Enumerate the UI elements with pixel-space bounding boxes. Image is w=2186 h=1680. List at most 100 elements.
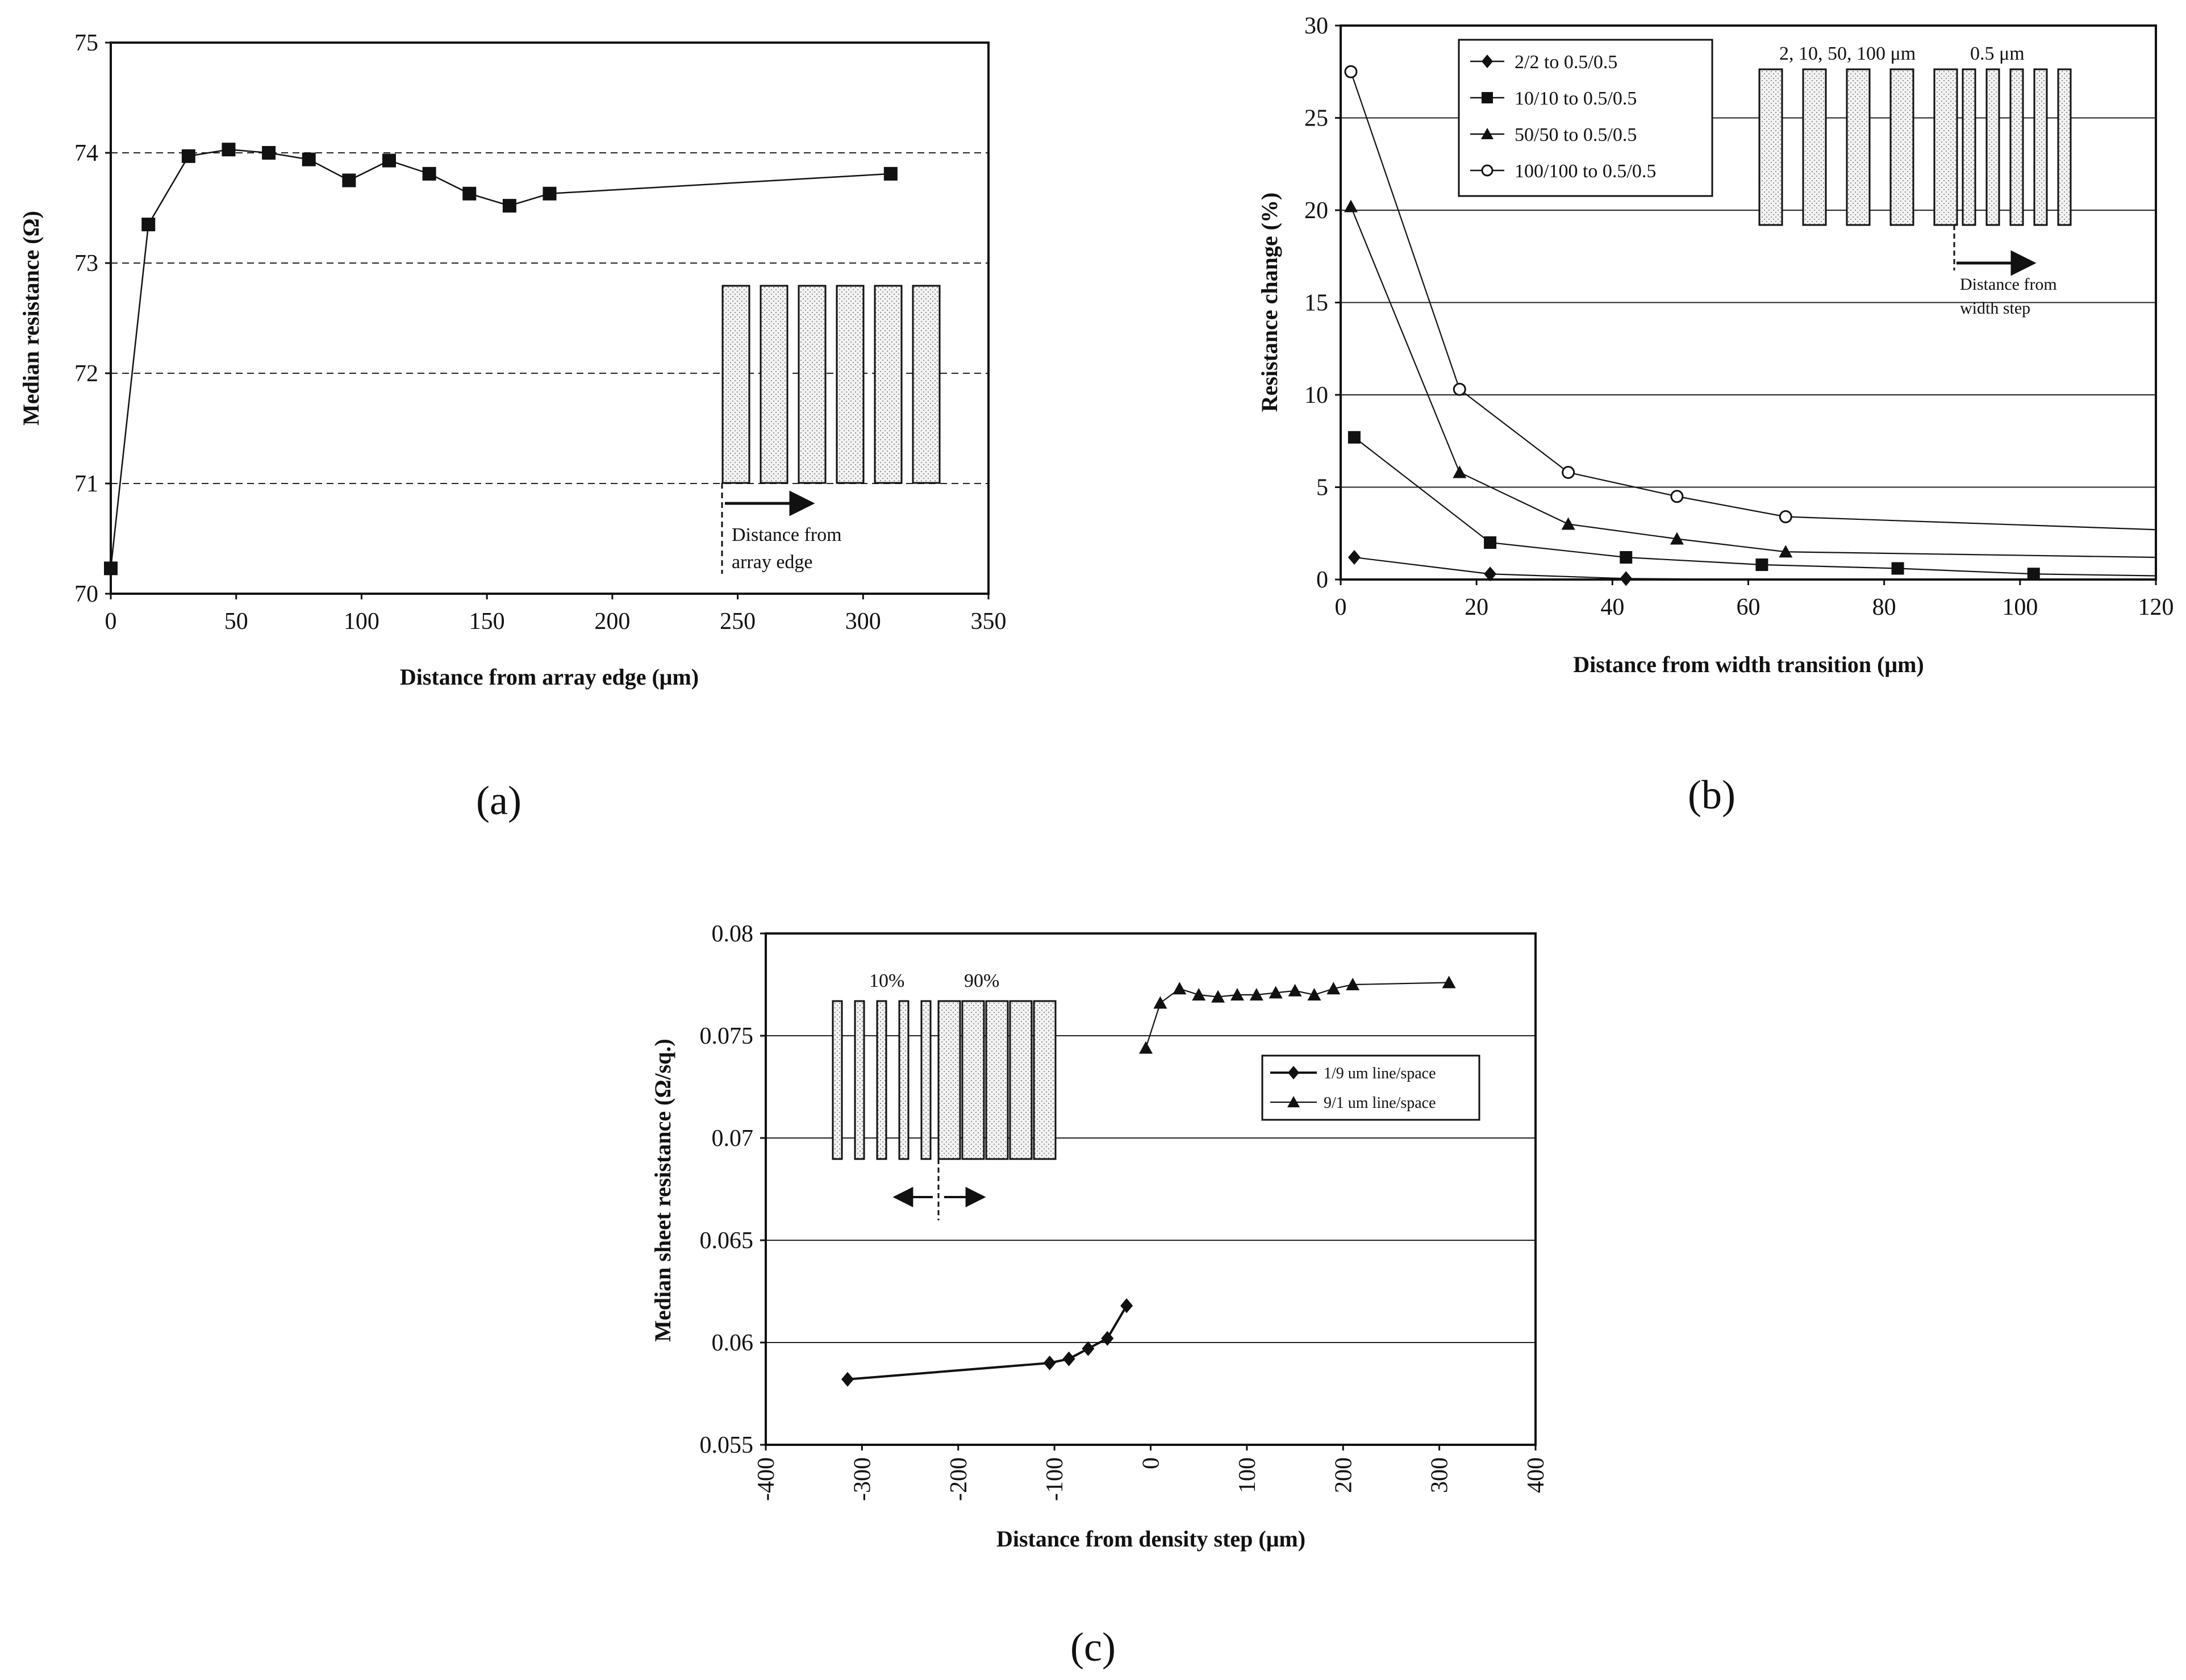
- chart-c-legend-marker: [1287, 1096, 1300, 1107]
- chart-c-series-line-0: [847, 1305, 1128, 1381]
- chart-a-inset-stripe: [721, 285, 750, 484]
- chart-b-data-point: [1348, 431, 1361, 444]
- chart-b-data-point: [1344, 65, 1358, 78]
- chart-a-data-point: [181, 149, 195, 163]
- chart-a-y-tick-label: 70: [74, 581, 98, 607]
- chart-c-x-tick-label: 300: [1427, 1457, 1453, 1493]
- chart-c-x-tick-label: -300: [849, 1457, 875, 1501]
- chart-a-data-point: [502, 199, 516, 213]
- chart-a-x-axis-title: Distance from array edge (μm): [400, 664, 699, 690]
- chart-b-y-tick-label: 15: [1304, 290, 1328, 316]
- chart-c-legend-box: [1261, 1054, 1480, 1121]
- chart-a-x-ticks: 0 50 100 150 200 250 300 350: [105, 594, 1007, 635]
- chart-b-x-tick-label: 80: [1872, 594, 1896, 620]
- chart-c-inset-stripe: [1009, 1000, 1033, 1160]
- chart-c-inset-stripe: [898, 1000, 910, 1160]
- chart-a-inset-caption-1: Distance from: [732, 524, 842, 545]
- chart-b-y-tick-label: 5: [1316, 475, 1328, 501]
- chart-b-inset-stripe: [1758, 68, 1783, 226]
- chart-b-legend-marker: [1482, 92, 1493, 103]
- chart-c-x-tick-label: -100: [1042, 1457, 1068, 1501]
- chart-b-inset-label-right: 0.5 μm: [1970, 43, 2025, 64]
- chart-c-y-tick-label: 0.07: [712, 1125, 754, 1152]
- chart-c-data-point: [1082, 1341, 1095, 1356]
- chart-c-x-tick-label: 0: [1138, 1457, 1165, 1469]
- chart-b-x-tick-label: 0: [1335, 594, 1347, 620]
- chart-a-plot-frame: [110, 41, 990, 595]
- chart-b-legend: 2/2 to 0.5/0.5 10/10 to 0.5/0.5 50/50 to 0…: [1458, 39, 1713, 197]
- chart-c-series: [841, 976, 1456, 1387]
- chart-b-inset-stripe: [2057, 68, 2072, 226]
- chart-c-x-tick-label: 400: [1523, 1457, 1549, 1493]
- chart-c: 0.055 0.06 0.065 0.07 0.075 0.08 -400 -300 -200…: [650, 921, 1549, 1670]
- chart-c-x-ticks: -400 -300 -200 -100 0 100 200 300 400: [753, 1445, 1549, 1501]
- chart-b-legend-marker: [1482, 55, 1493, 68]
- chart-a-x-tick-label: 100: [344, 608, 379, 635]
- chart-b-series-line-2: [1350, 206, 1786, 553]
- chart-c-x-tick-label: 200: [1330, 1457, 1357, 1493]
- chart-b-series-tail-0: [1626, 578, 1762, 581]
- chart-a-data-point: [342, 173, 356, 187]
- chart-a-inset-stripe: [760, 285, 789, 484]
- chart-b: 0 5 10 15 20 25 30 0 20 40 60 80 100 120 2, 10, 50, …: [1257, 13, 2174, 818]
- chart-a-inset-stripe: [874, 285, 903, 484]
- chart-c-data-point: [1288, 983, 1302, 997]
- chart-c-y-tick-label: 0.06: [712, 1330, 754, 1356]
- chart-c-grid: [766, 1035, 1536, 1343]
- chart-a-y-tick-label: 75: [74, 30, 98, 56]
- chart-c-y-tick-label: 0.075: [700, 1023, 754, 1049]
- chart-a-data-point: [262, 146, 276, 160]
- chart-b-data-point: [1484, 536, 1497, 549]
- chart-c-inset-stripe: [985, 1000, 1009, 1160]
- chart-c-inset-stripe: [876, 1000, 887, 1160]
- chart-b-inset-stripe: [2033, 68, 2048, 226]
- chart-c-x-axis-title: Distance from density step (μm): [996, 1526, 1305, 1552]
- chart-b-x-tick-label: 20: [1465, 594, 1488, 620]
- chart-b-series-tail-1: [2033, 573, 2156, 577]
- chart-a-data-point: [543, 186, 557, 201]
- chart-c-inset-label-left: 10%: [869, 970, 904, 991]
- chart-c-data-point: [1269, 986, 1283, 999]
- chart-c-data-point: [1307, 988, 1321, 1001]
- chart-a-inset: [721, 285, 941, 484]
- chart-c-data-point: [1346, 978, 1360, 990]
- chart-a-y-ticks: 70 71 72 73 74 75: [74, 30, 111, 607]
- chart-b-inset-stripe: [1933, 68, 1958, 226]
- chart-c-y-ticks: 0.055 0.06 0.065 0.07 0.075 0.08: [700, 921, 766, 1458]
- panel-label-a: (a): [476, 778, 522, 823]
- chart-c-data-point: [1139, 1041, 1153, 1054]
- chart-a-y-tick-label: 73: [74, 251, 98, 277]
- chart-a-x-tick-label: 300: [845, 608, 881, 635]
- chart-b-data-point: [1620, 551, 1633, 564]
- chart-a-data-point: [302, 152, 316, 166]
- chart-b-y-tick-label: 10: [1304, 382, 1328, 408]
- chart-b-data-point: [1670, 532, 1684, 545]
- chart-c-x-tick-label: 100: [1234, 1457, 1261, 1493]
- chart-b-data-point: [1755, 558, 1768, 571]
- chart-a: 70 71 72 73 74 75 0 50 100 150 200 250 300 350 Dista…: [18, 30, 1007, 823]
- chart-b-legend-entry: 10/10 to 0.5/0.5: [1515, 88, 1637, 109]
- chart-b-inset-caption-2: width step: [1960, 299, 2030, 318]
- chart-c-legend-marker: [1288, 1066, 1299, 1079]
- chart-b-series: [1344, 65, 2156, 586]
- chart-a-x-tick-label: 350: [971, 608, 1007, 635]
- chart-c-data-point: [1173, 982, 1187, 995]
- chart-c-y-tick-label: 0.065: [700, 1228, 754, 1254]
- chart-a-inset-stripe: [912, 285, 941, 484]
- chart-a-data-point: [883, 166, 898, 181]
- chart-a-series: [104, 143, 898, 576]
- chart-b-data-point: [1620, 571, 1633, 586]
- chart-a-data-point: [141, 218, 156, 232]
- chart-c-data-point: [1249, 988, 1263, 1001]
- chart-c-legend: 1/9 um line/space 9/1 um line/space: [1261, 1054, 1480, 1121]
- chart-b-series-tail-3: [1785, 516, 2156, 531]
- chart-c-data-point: [1043, 1356, 1056, 1370]
- chart-b-x-tick-label: 100: [2002, 594, 2038, 620]
- chart-c-y-tick-label: 0.08: [712, 921, 754, 947]
- chart-a-x-tick-label: 50: [224, 608, 248, 635]
- chart-b-legend-entry: 2/2 to 0.5/0.5: [1515, 52, 1617, 73]
- chart-a-data-point: [104, 561, 118, 576]
- chart-b-data-point: [1453, 382, 1466, 396]
- chart-c-inset-stripe: [961, 1000, 985, 1160]
- chart-b-data-point: [2027, 568, 2040, 581]
